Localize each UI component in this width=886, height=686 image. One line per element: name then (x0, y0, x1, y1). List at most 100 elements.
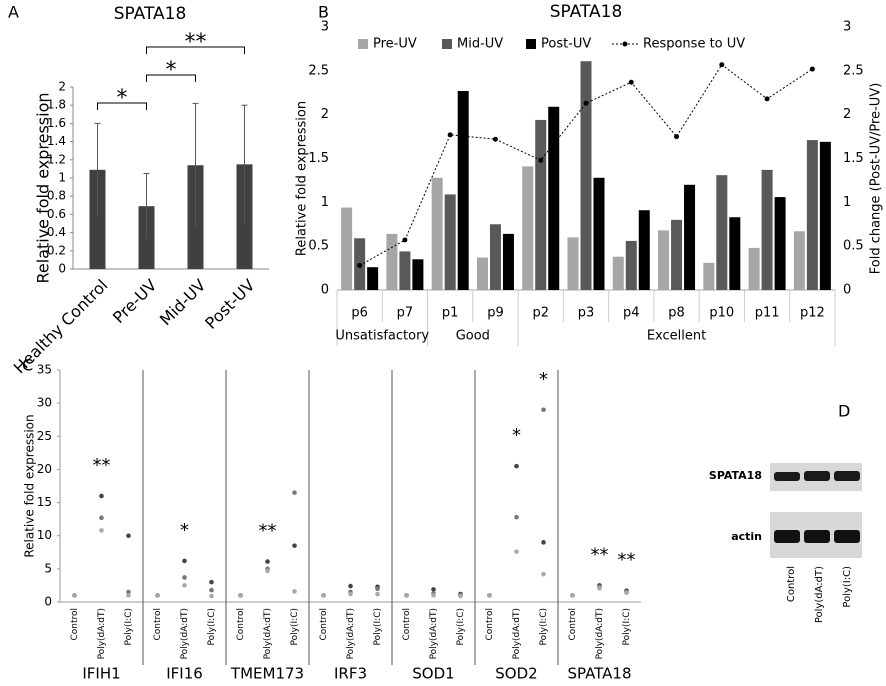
x-tick-label: Poly(dA:dT) (595, 608, 605, 659)
y-tick-label: 10 (37, 528, 52, 542)
y-tick-label: 20 (37, 462, 52, 476)
bar (625, 240, 637, 290)
y-tick-label: 2.5 (308, 63, 329, 78)
chart-title: SPATA18 (550, 2, 623, 22)
y-tick-label: 0.6 (47, 207, 66, 221)
x-tick-label: Poly(dA:dT) (180, 608, 190, 659)
legend-label: Response to UV (643, 37, 745, 52)
significance-label: ** (591, 544, 609, 565)
data-point (431, 593, 436, 598)
data-point (209, 587, 214, 593)
bar (638, 210, 650, 290)
bar (729, 217, 741, 290)
group-label: IRF3 (334, 665, 367, 683)
blot-row-label: SPATA18 (709, 469, 762, 482)
significance-bracket (97, 102, 147, 110)
legend-swatch (526, 39, 536, 49)
x-tick-label: p2 (532, 306, 549, 321)
y-tick-label: 3 (321, 20, 329, 35)
legend-label: Post-UV (541, 37, 591, 52)
blot-band (834, 471, 860, 481)
y-tick-label: 0 (44, 595, 52, 609)
panel-label: A (8, 3, 19, 22)
group-label: SOD1 (412, 665, 454, 683)
data-point (126, 593, 131, 598)
group-label: SPATA18 (567, 665, 631, 683)
data-point (597, 585, 602, 591)
data-point (348, 583, 353, 589)
y2-tick-label: 2 (843, 107, 851, 122)
data-point (126, 589, 131, 595)
data-point (514, 549, 519, 554)
x-tick-label: Control (153, 608, 163, 641)
x-tick-label: Control (485, 608, 495, 641)
group-label: Excellent (647, 329, 706, 344)
bar (774, 197, 786, 290)
response-point (628, 79, 634, 85)
data-point (541, 540, 546, 545)
group-label: Good (456, 329, 490, 344)
response-point (357, 262, 363, 268)
x-tick-label: Poly(I:C) (124, 608, 134, 645)
data-point (99, 493, 104, 499)
group-label: SOD2 (495, 665, 537, 683)
response-point (492, 136, 498, 142)
x-tick-label: Control (319, 608, 329, 641)
data-point (375, 586, 380, 592)
y2-tick-label: 1 (843, 195, 851, 210)
data-point (265, 559, 270, 564)
y-tick-label: 0.2 (47, 243, 66, 257)
y-tick-label: 2 (321, 107, 329, 122)
x-tick-label: Poly(I:C) (539, 608, 549, 645)
panel-label: D (838, 402, 850, 421)
blot-lane-label: Poly(dA:dT) (814, 566, 825, 623)
y-tick-label: 2 (58, 80, 66, 94)
x-tick-label: Poly(I:C) (207, 608, 217, 645)
blot-lane-label: Poly(I:C) (842, 566, 853, 608)
data-point (209, 593, 214, 599)
bar (89, 169, 106, 269)
response-point (764, 96, 770, 102)
bar (819, 141, 831, 290)
panel-label: C (22, 356, 33, 375)
significance-label: ** (185, 30, 207, 55)
response-point (674, 134, 680, 140)
data-point (209, 579, 214, 585)
data-point (292, 543, 297, 548)
group-label: Unsatisfactory (335, 329, 429, 344)
bar (476, 257, 488, 290)
y2-tick-label: 0.5 (843, 239, 864, 254)
x-tick-label: Poly(dA:dT) (512, 608, 522, 659)
y-tick-label: 30 (37, 396, 52, 410)
x-tick-label: p7 (397, 306, 414, 321)
data-point (292, 589, 297, 594)
legend-label: Pre-UV (373, 37, 417, 52)
y-tick-label: 0.8 (47, 189, 66, 203)
data-point (126, 533, 131, 539)
bar (612, 256, 624, 290)
data-point (292, 490, 297, 495)
y-tick-label: 1.2 (47, 152, 66, 166)
x-tick-label: p10 (709, 306, 734, 321)
chart-title: SPATA18 (114, 4, 187, 24)
bar (502, 233, 514, 290)
response-point (719, 62, 725, 68)
y-axis-label: Relative fold expression (295, 101, 310, 256)
bar (489, 224, 501, 290)
x-tick-label: Control (402, 608, 412, 641)
significance-label: * (117, 86, 128, 111)
legend-label: Mid-UV (457, 37, 503, 52)
y-tick-label: 1 (321, 195, 329, 210)
group-label: TMEM173 (230, 665, 304, 683)
x-tick-label: Poly(dA:dT) (346, 608, 356, 659)
data-point (541, 407, 546, 413)
data-point (570, 593, 575, 598)
response-point (402, 237, 408, 243)
response-point (447, 132, 453, 138)
x-tick-label: Control (236, 608, 246, 641)
x-tick-label: p12 (800, 306, 825, 321)
data-point (99, 515, 104, 521)
y-tick-label: 35 (37, 363, 52, 377)
y-tick-label: 1.8 (47, 98, 66, 112)
